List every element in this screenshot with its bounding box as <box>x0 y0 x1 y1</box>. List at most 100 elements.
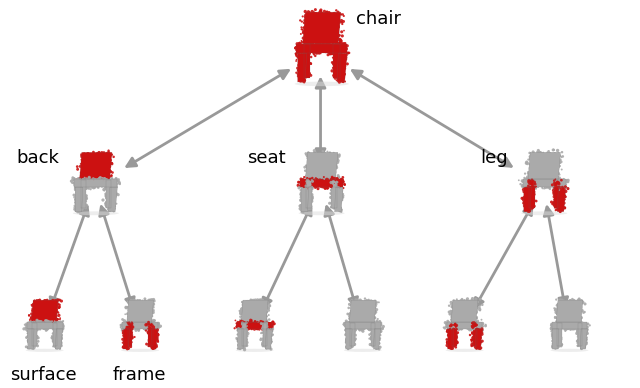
Point <box>456 322 466 328</box>
Point <box>95 179 106 185</box>
Point <box>447 304 457 310</box>
Point <box>36 302 47 308</box>
Point <box>554 204 564 210</box>
Point <box>52 323 63 329</box>
Point <box>145 311 155 317</box>
Point <box>531 182 541 188</box>
Point <box>548 325 558 331</box>
Point <box>105 168 115 175</box>
Point <box>362 304 372 310</box>
Point <box>453 320 463 327</box>
Point <box>562 177 572 183</box>
Point <box>353 325 364 331</box>
Point <box>554 310 564 316</box>
Point <box>250 303 260 310</box>
Point <box>373 326 383 332</box>
Point <box>245 320 255 327</box>
Point <box>461 308 472 314</box>
Point <box>307 27 317 33</box>
Point <box>301 179 311 185</box>
Point <box>348 325 358 331</box>
Point <box>106 168 116 175</box>
Point <box>335 179 345 185</box>
Point <box>307 152 317 158</box>
Point <box>100 180 110 187</box>
Point <box>447 338 457 344</box>
Point <box>557 325 567 331</box>
Point <box>303 167 314 173</box>
Point <box>42 320 52 326</box>
Point <box>146 330 156 336</box>
Point <box>111 177 121 183</box>
Point <box>136 323 147 329</box>
Point <box>93 165 103 171</box>
Point <box>140 305 150 311</box>
Point <box>338 178 348 185</box>
Point <box>362 321 372 327</box>
Point <box>79 158 90 164</box>
Point <box>346 336 356 343</box>
Point <box>131 303 141 309</box>
Point <box>559 323 569 329</box>
Point <box>103 154 113 160</box>
Point <box>536 154 547 160</box>
Point <box>147 301 157 307</box>
Point <box>33 315 43 321</box>
Point <box>372 330 383 336</box>
Point <box>577 308 588 314</box>
Point <box>239 304 249 310</box>
Point <box>561 303 572 309</box>
Point <box>86 177 96 183</box>
Point <box>560 307 570 314</box>
Point <box>524 187 534 194</box>
Point <box>310 53 321 59</box>
Point <box>239 314 249 320</box>
Point <box>125 334 136 341</box>
Point <box>301 32 312 38</box>
Point <box>552 318 562 324</box>
Point <box>235 327 245 333</box>
Point <box>550 176 561 182</box>
Point <box>298 181 308 187</box>
Point <box>143 302 154 308</box>
Point <box>535 173 545 179</box>
Point <box>346 327 356 334</box>
Point <box>311 183 321 189</box>
Point <box>298 182 308 189</box>
Point <box>259 334 269 340</box>
Point <box>314 13 324 19</box>
Point <box>472 315 482 321</box>
Point <box>464 312 474 318</box>
Point <box>468 316 478 322</box>
Point <box>447 322 458 328</box>
Point <box>370 310 380 316</box>
Point <box>306 153 316 159</box>
Point <box>473 338 483 344</box>
Point <box>104 182 114 188</box>
Point <box>449 333 460 339</box>
Point <box>560 326 570 332</box>
Point <box>466 314 476 320</box>
Point <box>42 314 52 320</box>
Point <box>78 157 88 163</box>
Point <box>347 323 357 329</box>
Point <box>337 75 347 81</box>
Point <box>369 320 380 327</box>
Point <box>302 58 312 64</box>
Point <box>326 179 337 185</box>
Point <box>295 76 305 82</box>
Point <box>344 332 354 338</box>
Point <box>569 319 579 326</box>
Point <box>337 178 347 184</box>
Point <box>124 328 134 334</box>
Point <box>263 341 273 347</box>
Point <box>575 337 585 343</box>
Point <box>255 336 266 343</box>
Point <box>79 159 89 165</box>
Point <box>56 334 66 340</box>
Point <box>451 322 461 329</box>
Point <box>316 31 326 37</box>
Point <box>348 326 358 332</box>
Point <box>557 322 567 328</box>
Point <box>529 185 539 191</box>
